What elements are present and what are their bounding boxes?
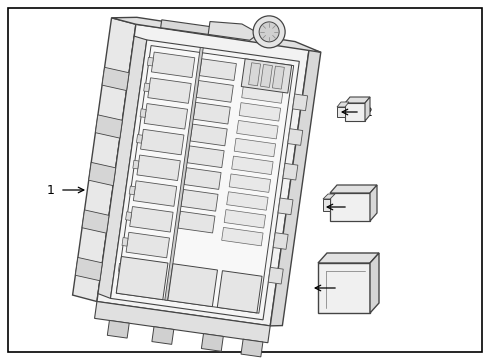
Polygon shape <box>116 256 168 300</box>
Polygon shape <box>270 49 321 326</box>
Polygon shape <box>330 185 377 193</box>
Polygon shape <box>232 156 273 175</box>
Polygon shape <box>248 63 261 86</box>
Polygon shape <box>323 199 330 211</box>
Polygon shape <box>293 94 308 111</box>
Polygon shape <box>370 185 377 221</box>
Polygon shape <box>193 102 230 124</box>
Polygon shape <box>241 59 292 93</box>
Polygon shape <box>217 271 262 313</box>
Polygon shape <box>199 59 236 80</box>
Polygon shape <box>365 97 370 121</box>
Polygon shape <box>227 192 268 210</box>
Polygon shape <box>95 302 270 343</box>
Polygon shape <box>122 258 166 284</box>
Polygon shape <box>221 228 263 246</box>
Polygon shape <box>190 124 227 146</box>
Polygon shape <box>147 57 153 66</box>
Polygon shape <box>97 24 309 326</box>
Polygon shape <box>318 253 379 263</box>
Polygon shape <box>152 327 174 345</box>
Polygon shape <box>330 193 370 221</box>
Polygon shape <box>345 97 370 103</box>
Polygon shape <box>269 267 283 284</box>
Polygon shape <box>133 160 139 169</box>
Polygon shape <box>107 320 129 338</box>
Polygon shape <box>239 103 281 121</box>
Polygon shape <box>89 162 116 186</box>
Polygon shape <box>136 135 143 143</box>
Text: 2: 2 <box>364 105 372 118</box>
Polygon shape <box>140 109 146 117</box>
Polygon shape <box>181 189 218 211</box>
Polygon shape <box>337 107 345 117</box>
Polygon shape <box>237 121 278 139</box>
Polygon shape <box>126 232 170 258</box>
Polygon shape <box>178 211 215 233</box>
Polygon shape <box>161 20 221 36</box>
Polygon shape <box>75 257 102 281</box>
Polygon shape <box>224 210 266 228</box>
Polygon shape <box>144 104 188 129</box>
Polygon shape <box>318 263 370 313</box>
Polygon shape <box>148 78 191 103</box>
Polygon shape <box>141 129 184 155</box>
Polygon shape <box>133 181 177 206</box>
Polygon shape <box>137 155 180 181</box>
Polygon shape <box>110 40 299 320</box>
Polygon shape <box>288 129 303 145</box>
Polygon shape <box>244 67 286 85</box>
Polygon shape <box>112 17 321 52</box>
Polygon shape <box>345 103 365 121</box>
Polygon shape <box>168 264 218 307</box>
Polygon shape <box>116 46 294 313</box>
Polygon shape <box>187 146 224 168</box>
Polygon shape <box>370 253 379 313</box>
Polygon shape <box>129 186 135 195</box>
Polygon shape <box>151 52 195 78</box>
Polygon shape <box>130 207 173 232</box>
Polygon shape <box>196 81 233 102</box>
Polygon shape <box>73 18 136 302</box>
Polygon shape <box>229 174 270 192</box>
Polygon shape <box>201 334 223 351</box>
Polygon shape <box>184 168 221 189</box>
Polygon shape <box>122 238 128 246</box>
Polygon shape <box>208 22 259 40</box>
Polygon shape <box>98 36 147 298</box>
Polygon shape <box>234 138 275 157</box>
Polygon shape <box>241 339 263 357</box>
Polygon shape <box>242 85 283 103</box>
Polygon shape <box>272 66 284 89</box>
Circle shape <box>259 22 279 42</box>
Polygon shape <box>261 64 272 87</box>
Text: 3: 3 <box>342 282 350 294</box>
Circle shape <box>253 16 285 48</box>
Polygon shape <box>337 102 349 107</box>
Polygon shape <box>283 163 298 180</box>
Text: 1: 1 <box>47 184 55 197</box>
Polygon shape <box>96 115 122 138</box>
Polygon shape <box>323 194 335 199</box>
Polygon shape <box>125 212 132 220</box>
Polygon shape <box>273 233 288 249</box>
Polygon shape <box>119 263 124 272</box>
Polygon shape <box>144 83 150 92</box>
Polygon shape <box>278 198 293 215</box>
Text: 2: 2 <box>352 201 360 213</box>
Polygon shape <box>102 67 129 91</box>
Polygon shape <box>82 210 109 233</box>
Polygon shape <box>165 48 203 300</box>
